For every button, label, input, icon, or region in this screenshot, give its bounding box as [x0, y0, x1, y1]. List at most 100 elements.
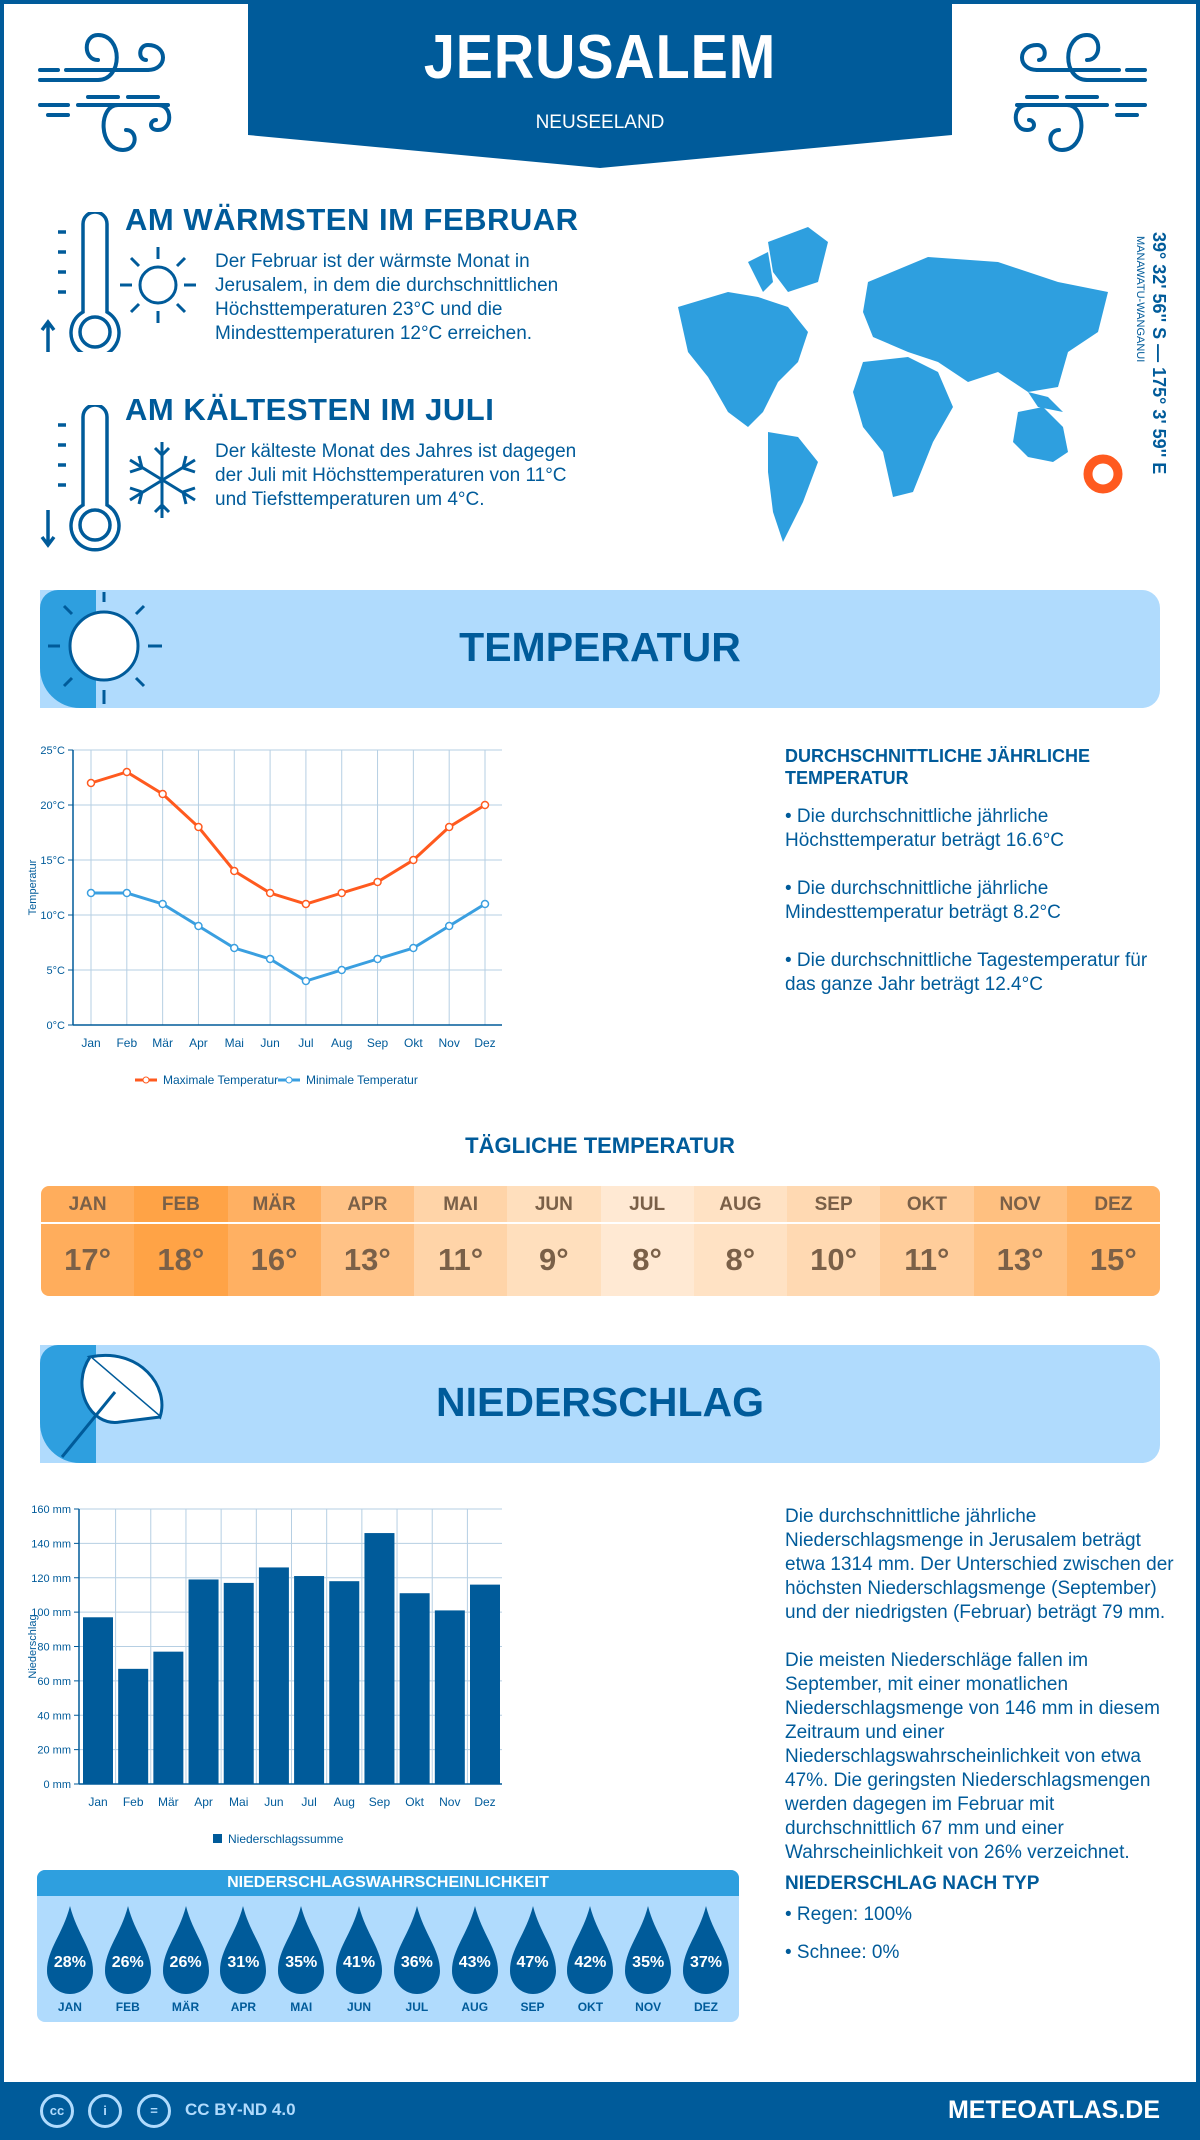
x-tick-label: Okt: [405, 1795, 424, 1809]
y-tick-label: 140 mm: [31, 1538, 71, 1550]
temperature-banner: TEMPERATUR: [40, 590, 1160, 708]
month-label: FEB: [134, 1186, 228, 1224]
probability-value: 47%: [516, 1954, 549, 1971]
bar: [329, 1581, 360, 1784]
daily-temperature-table: JAN 17° FEB 18° MÄR 16° APR 13° MAI 11° JUN 9° JUL 8°…: [41, 1186, 1160, 1296]
y-axis-label: Niederschlag: [27, 1614, 39, 1678]
month-label: MÄR: [227, 1186, 321, 1224]
x-tick-label: Nov: [439, 1036, 460, 1050]
precip-paragraph: Die durchschnittliche jährliche Niedersc…: [785, 1506, 1174, 1623]
month-label: NOV: [973, 1186, 1067, 1224]
series-line-min: [91, 891, 486, 983]
bar: [364, 1533, 395, 1784]
data-point: [230, 943, 239, 953]
daily-temp-value: 11°: [438, 1242, 484, 1277]
probability-item: 26% MÄR: [159, 1904, 213, 2014]
precip-paragraph: Die meisten Niederschläge fallen im Sept…: [785, 1650, 1160, 1863]
bar: [434, 1610, 465, 1784]
annual-temp-title: DURCHSCHNITTLICHE JÄHRLICHE TEMPERATUR: [785, 746, 1090, 788]
month-label: OKT: [880, 1186, 974, 1224]
x-tick-label: Aug: [331, 1036, 352, 1050]
probability-item: 37% DEZ: [679, 1904, 733, 2014]
data-point: [373, 954, 382, 964]
month-label: JAN: [41, 1186, 135, 1224]
x-tick-label: Apr: [194, 1795, 213, 1809]
probability-item: 42% OKT: [563, 1904, 617, 2014]
month-label: SEP: [520, 2000, 545, 2014]
country-subtitle: NEUSEELAND: [535, 112, 665, 133]
header-banner: [248, 0, 952, 168]
series-line-max: [90, 770, 486, 906]
x-tick-label: Aug: [334, 1795, 355, 1809]
month-label: APR: [320, 1186, 414, 1224]
site-link[interactable]: METEOATLAS.DE: [947, 2096, 1160, 2124]
x-tick-label: Sep: [369, 1795, 391, 1809]
probability-item: 26% FEB: [101, 1904, 155, 2014]
bar: [294, 1576, 325, 1784]
y-axis-label: Temperatur: [27, 859, 39, 915]
month-label: APR: [230, 2000, 257, 2014]
data-point: [444, 921, 454, 931]
y-tick-label: 20°C: [40, 800, 65, 812]
probability-item: 36% JUL: [390, 1904, 444, 2014]
daily-month-dez: DEZ 15°: [1066, 1186, 1160, 1296]
daily-month-okt: OKT 11°: [880, 1186, 974, 1296]
daily-temp-value: 8°: [725, 1242, 756, 1277]
raindrop-icon: [104, 1906, 151, 1994]
thermometer-up-icon: [40, 212, 121, 352]
data-point: [122, 767, 132, 777]
daily-temp-value: 10°: [810, 1242, 858, 1277]
x-tick-label: Feb: [116, 1036, 137, 1050]
y-tick-label: 20 mm: [37, 1745, 71, 1757]
legend-label: Niederschlagssumme: [228, 1832, 344, 1846]
month-label: NOV: [635, 2000, 662, 2014]
data-point: [158, 899, 167, 909]
legend-label: Maximale Temperatur: [163, 1073, 278, 1087]
footer: [0, 2082, 1200, 2140]
precip-type-rain: • Regen: 100%: [785, 1904, 913, 1925]
daily-month-jan: JAN 17°: [41, 1186, 135, 1296]
month-label: MAI: [290, 2000, 313, 2014]
raindrop-icon: [451, 1906, 498, 1994]
thermometer-down-icon: [40, 405, 121, 552]
daily-temp-value: 16°: [250, 1242, 298, 1277]
data-point: [409, 855, 418, 865]
month-label: DEZ: [694, 2000, 719, 2014]
x-tick-label: Jun: [264, 1795, 283, 1809]
probability-value: 43%: [458, 1954, 491, 1971]
daily-month-feb: FEB 18°: [134, 1186, 228, 1296]
precipitation-title: NIEDERSCHLAG: [435, 1379, 765, 1425]
daily-month-apr: APR 13°: [320, 1186, 414, 1296]
umbrella-rain-icon: [60, 1354, 164, 1458]
month-label: MÄR: [171, 2000, 200, 2014]
license-text: CC BY-ND 4.0: [185, 2100, 296, 2119]
legend-label: Minimale Temperatur: [306, 1073, 418, 1087]
y-tick-label: 0 mm: [44, 1779, 72, 1791]
sun-icon: [48, 592, 162, 704]
temperature-title: TEMPERATUR: [459, 624, 741, 670]
sun-icon: [120, 247, 196, 323]
y-tick-label: 15°C: [40, 855, 65, 867]
daily-title: TÄGLICHE TEMPERATUR: [465, 1133, 735, 1158]
probability-value: 28%: [53, 1954, 86, 1971]
data-point: [194, 921, 203, 931]
data-point: [158, 789, 167, 799]
bar: [188, 1579, 219, 1784]
daily-temp-value: 9°: [539, 1242, 569, 1277]
month-label: AUG: [461, 2000, 489, 2014]
bar: [118, 1668, 149, 1784]
x-tick-label: Mai: [225, 1036, 244, 1050]
x-tick-label: Mär: [158, 1795, 179, 1809]
x-tick-label: Dez: [474, 1795, 495, 1809]
daily-month-sep: SEP 10°: [787, 1186, 881, 1296]
x-tick-label: Jun: [260, 1036, 279, 1050]
raindrop-icon: [567, 1906, 614, 1994]
data-point: [337, 888, 346, 898]
y-tick-label: 10°C: [40, 910, 65, 922]
annual-bullet: • Die durchschnittliche Tagestemperatur …: [785, 950, 1148, 995]
bar: [258, 1567, 289, 1784]
bar: [470, 1584, 500, 1784]
data-point: [122, 888, 132, 898]
data-point: [265, 888, 275, 898]
month-label: MAI: [414, 1186, 508, 1224]
